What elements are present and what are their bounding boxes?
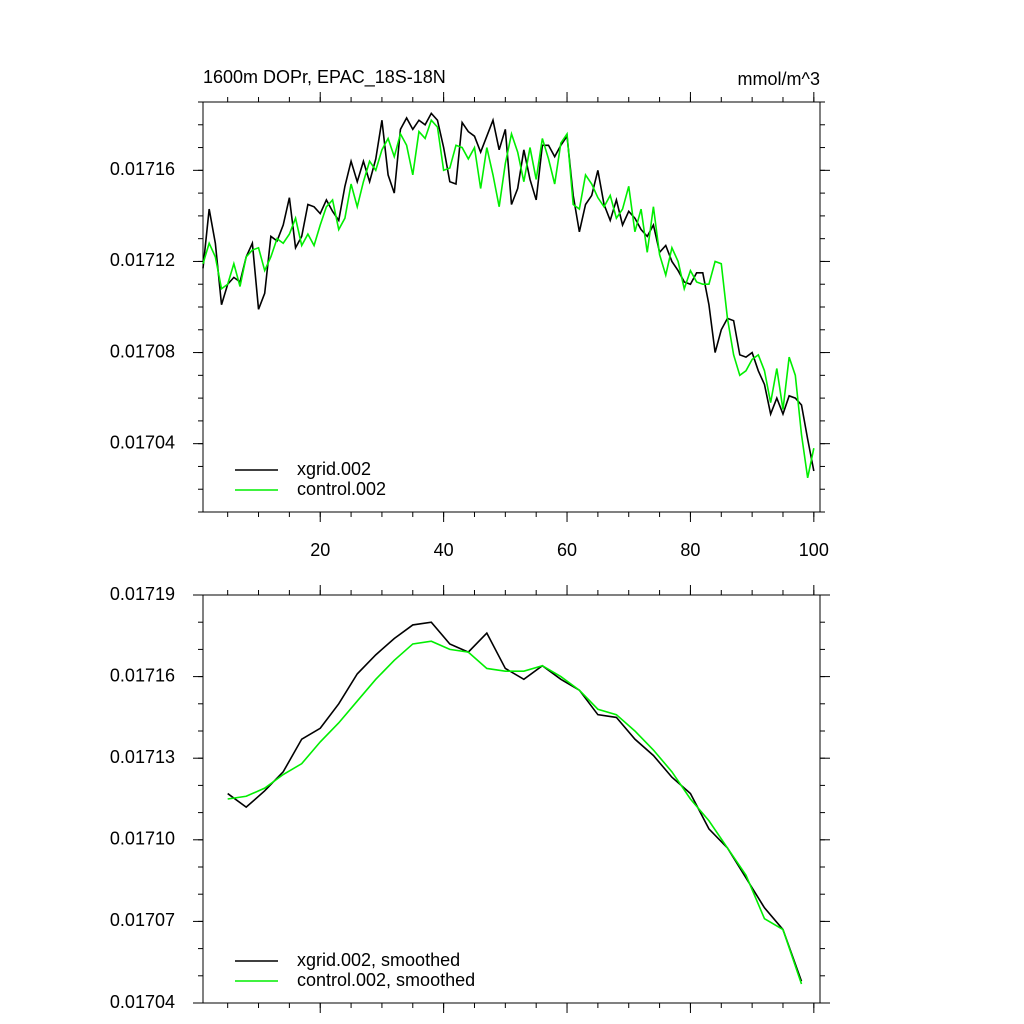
x-tick-label: 20 bbox=[310, 540, 330, 560]
y-tick-label: 0.01704 bbox=[110, 432, 175, 452]
y-tick-label: 0.01710 bbox=[110, 829, 175, 849]
x-tick-label: 40 bbox=[434, 540, 454, 560]
x-tick-label: 100 bbox=[799, 540, 829, 560]
data-line bbox=[227, 640, 803, 985]
legend-label: xgrid.002, smoothed bbox=[297, 950, 460, 970]
x-tick-label: 60 bbox=[557, 540, 577, 560]
legend-label: control.002, smoothed bbox=[297, 970, 475, 990]
chart-title: 1600m DOPr, EPAC_18S-18N bbox=[203, 67, 446, 88]
plot-frame bbox=[202, 101, 821, 513]
y-tick-label: 0.01716 bbox=[110, 159, 175, 179]
y-tick-label: 0.01704 bbox=[110, 992, 175, 1012]
legend-label: control.002 bbox=[297, 479, 386, 499]
y-tick-label: 0.01712 bbox=[110, 250, 175, 270]
data-line bbox=[202, 112, 815, 472]
plot-frame bbox=[202, 594, 821, 1004]
data-line bbox=[202, 118, 815, 478]
y-tick-label: 0.01719 bbox=[110, 584, 175, 604]
y-tick-label: 0.01707 bbox=[110, 910, 175, 930]
legend-label: xgrid.002 bbox=[297, 459, 371, 479]
y-tick-label: 0.01713 bbox=[110, 747, 175, 767]
data-line bbox=[227, 621, 803, 982]
units-label: mmol/m^3 bbox=[738, 69, 820, 89]
x-tick-label: 80 bbox=[680, 540, 700, 560]
y-tick-label: 0.01708 bbox=[110, 341, 175, 361]
y-tick-label: 0.01716 bbox=[110, 665, 175, 685]
